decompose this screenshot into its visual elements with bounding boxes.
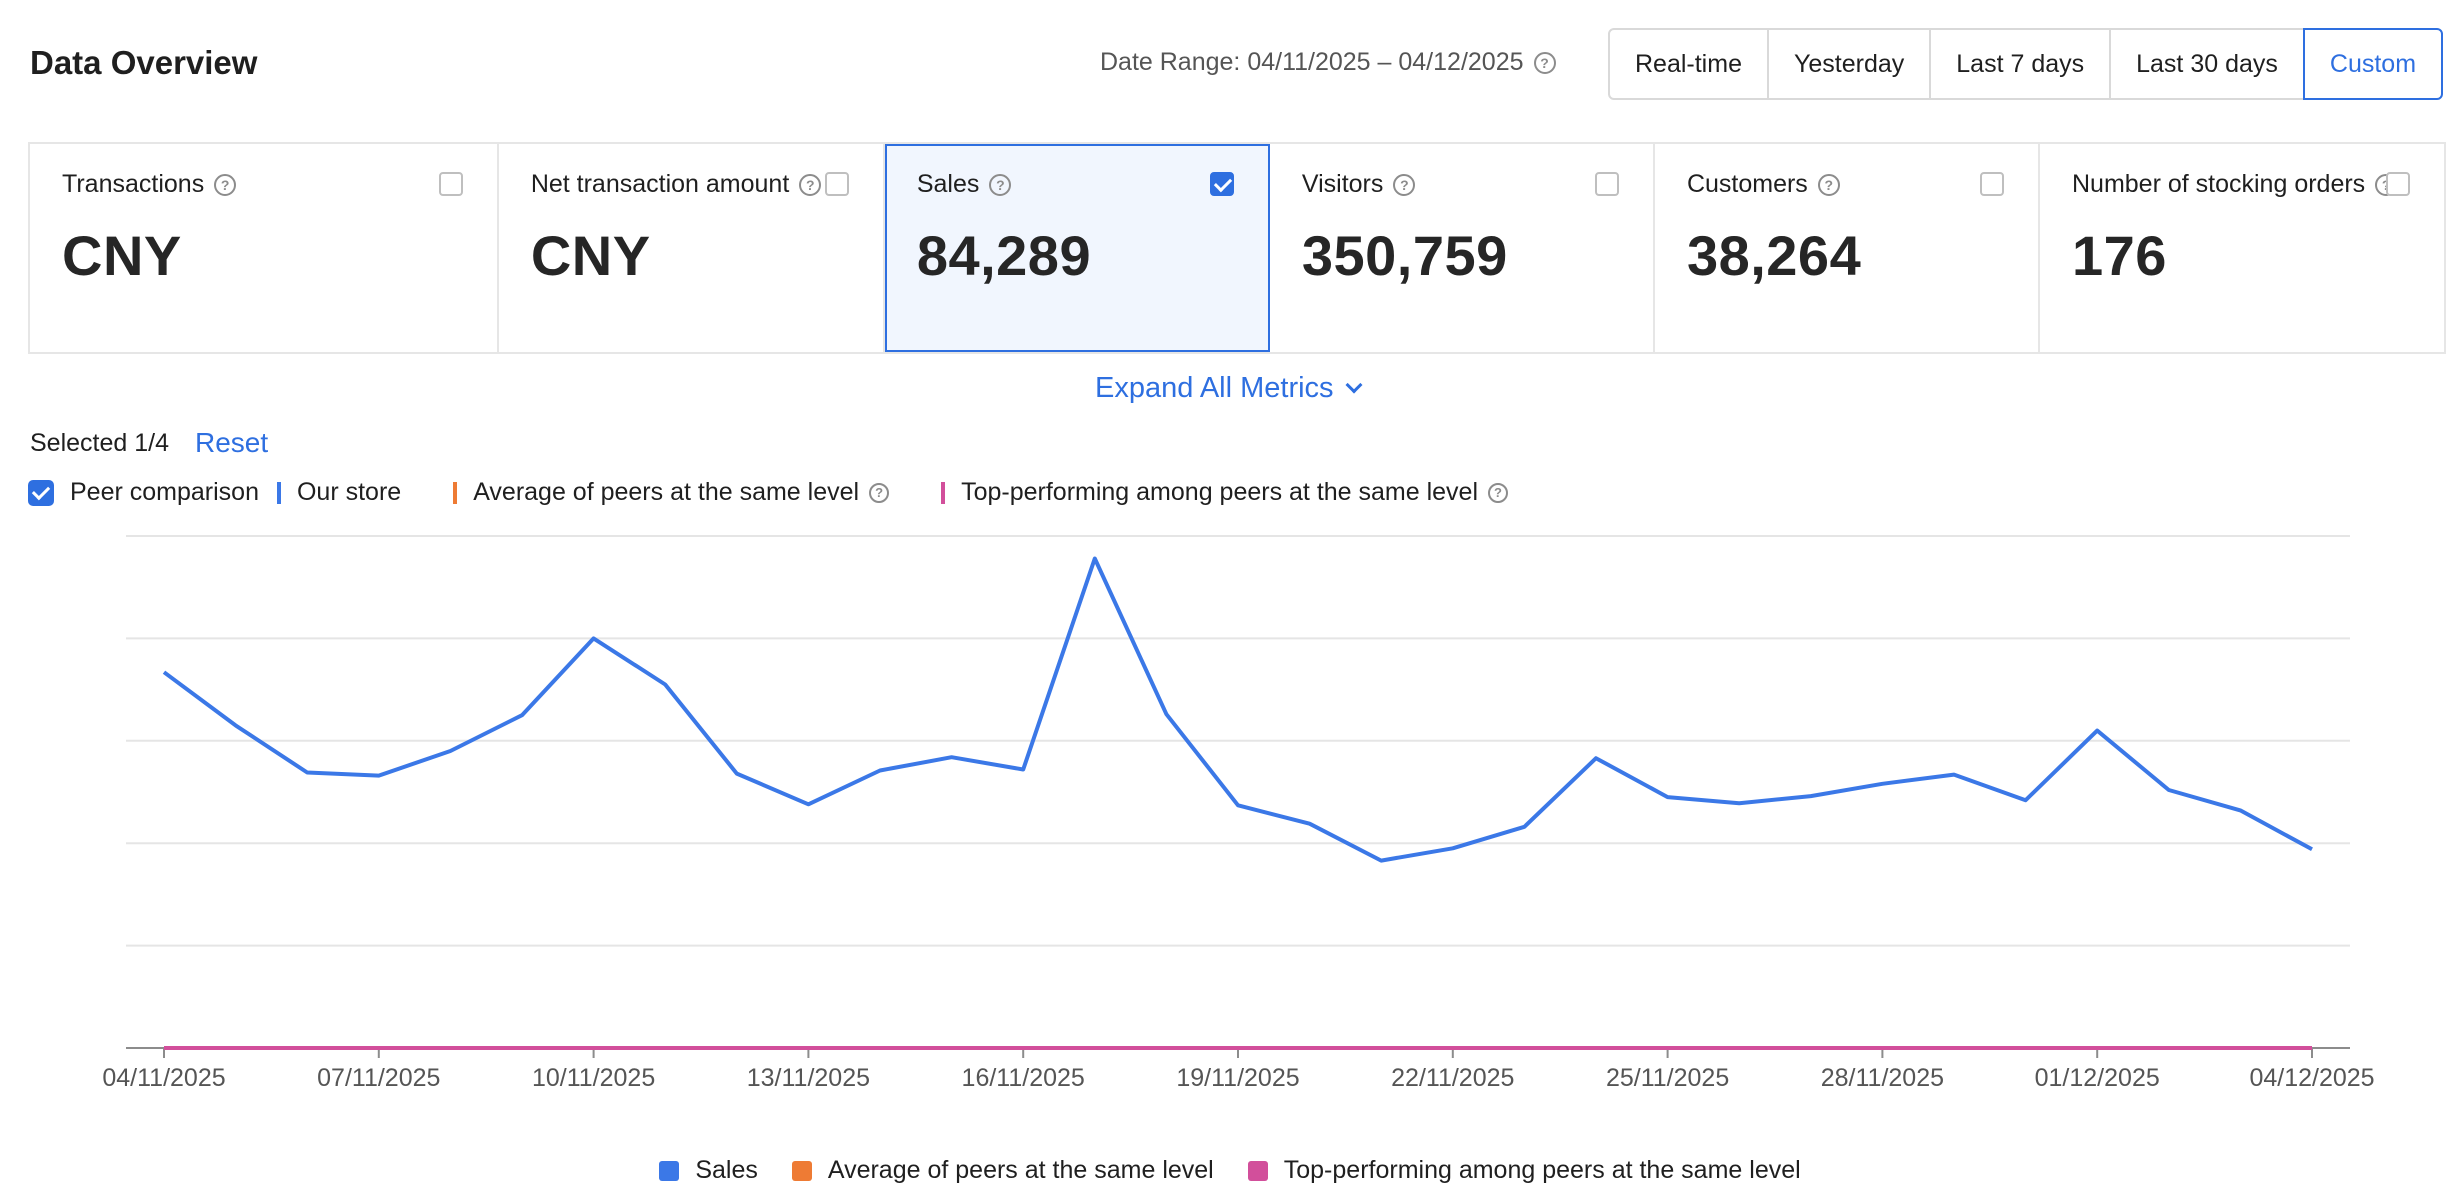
help-icon[interactable]: ? [1393,173,1416,196]
help-icon[interactable]: ? [214,173,237,196]
metric-label: Customers? [1687,170,2006,199]
average-peers-marker [453,481,458,504]
metric-label-text: Visitors [1301,170,1384,198]
metric-checkbox[interactable] [824,172,849,196]
metric-card-transactions[interactable]: Transactions? CNY [30,144,499,352]
peer-comparison-checkbox[interactable] [28,479,54,506]
x-tick-label: 04/11/2025 [102,1064,225,1092]
comparison-legend: Peer comparison Our store Average of pee… [28,478,1542,507]
metric-value: 38,264 [1686,224,1862,287]
selection-row: Selected 1/4 Reset [30,427,268,459]
metric-card-visitors[interactable]: Visitors? 350,759 [1270,144,1655,352]
help-icon[interactable]: ? [1817,173,1840,196]
x-tick-label: 19/11/2025 [1176,1064,1299,1092]
metric-value: CNY [62,224,182,287]
x-tick-label: 04/12/2025 [2249,1064,2374,1092]
peer-comparison-label: Peer comparison [70,478,259,506]
help-icon[interactable]: ? [1533,51,1556,74]
metric-checkbox[interactable] [1594,172,1619,196]
metric-checkbox[interactable] [1980,172,2004,196]
legend-top-peers: Top-performing among peers at the same l… [923,478,1509,507]
metric-value: CNY [530,224,651,287]
chart-legend: Sales Average of peers at the same level T… [0,1156,2460,1185]
legend-our-store: Our store [259,478,401,507]
x-tick-label: 07/11/2025 [317,1064,440,1092]
metric-label: Number of stocking orders? [2072,170,2412,199]
metric-label: Net transaction amount? [531,170,851,199]
metric-card-customers[interactable]: Customers? 38,264 [1655,144,2040,352]
series-line-sales [162,556,2313,863]
x-tick-label: 28/11/2025 [1821,1064,1944,1092]
x-tick-label: 13/11/2025 [747,1064,870,1092]
metric-label-text: Sales [916,170,980,198]
metric-card-net-transaction-amount[interactable]: Net transaction amount? CNY [499,144,885,352]
chevron-down-icon [1345,376,1363,393]
metric-card-number-of-stocking-orders[interactable]: Number of stocking orders? 176 [2040,144,2444,352]
metric-cards: Transactions? CNY Net transaction amount? C… [28,142,2446,354]
legend-swatch [791,1160,812,1181]
chart-legend-item[interactable]: Sales [659,1156,758,1185]
selected-count: Selected 1/4 [30,428,169,457]
top-peers-marker [941,481,946,504]
our-store-marker [276,481,281,504]
metric-checkbox[interactable] [2386,172,2410,196]
chart-legend-item[interactable]: Average of peers at the same level [791,1156,1214,1185]
legend-swatch [659,1160,680,1181]
legend-label: Sales [695,1156,758,1184]
x-tick-label: 22/11/2025 [1391,1064,1514,1092]
average-peers-label: Average of peers at the same level [473,478,860,506]
metric-value: 176 [2072,224,2167,287]
date-range-text: Date Range: 04/11/2025 – 04/12/2025 [1100,48,1524,76]
metric-label: Sales? [917,170,1236,199]
tab-last-7-days[interactable]: Last 7 days [1929,28,2112,100]
metric-value: 84,289 [916,224,1092,287]
header: Data Overview Date Range: 04/11/2025 – 0… [0,0,2460,130]
tab-real-time[interactable]: Real-time [1608,28,1769,100]
tab-last-30-days[interactable]: Last 30 days [2109,28,2305,100]
tab-custom[interactable]: Custom [2302,28,2444,100]
legend-swatch [1247,1160,1268,1181]
help-icon[interactable]: ? [1488,482,1509,503]
legend-label: Top-performing among peers at the same l… [1283,1156,1801,1184]
date-range: Date Range: 04/11/2025 – 04/12/2025 ? [1100,48,1556,77]
x-tick-label: 01/12/2025 [2035,1064,2160,1092]
date-range-tabs: Real-time Yesterday Last 7 days Last 30 … [1608,28,2444,100]
metric-label-text: Transactions [62,170,205,198]
x-tick-label: 25/11/2025 [1606,1064,1729,1092]
top-peers-label: Top-performing among peers at the same l… [961,478,1479,506]
chart-legend-item[interactable]: Top-performing among peers at the same l… [1247,1156,1801,1185]
x-tick-label: 10/11/2025 [532,1064,655,1092]
metric-label: Visitors? [1302,170,1621,199]
reset-button[interactable]: Reset [195,427,269,458]
expand-all-metrics-button[interactable]: Expand All Metrics [1095,372,1363,405]
expand-label: Expand All Metrics [1095,372,1334,404]
metric-label-text: Net transaction amount [530,170,790,198]
help-icon[interactable]: ? [799,173,822,196]
metric-card-sales[interactable]: Sales? 84,289 [884,144,1270,352]
metric-checkbox[interactable] [1209,172,1234,196]
metric-label: Transactions? [62,170,465,199]
metric-label-text: Number of stocking orders [2072,170,2366,198]
x-tick-label: 16/11/2025 [962,1064,1085,1092]
sales-line-chart: 04/11/2025 07/11/2025 10/11/2025 13/11/2025… [102,535,2375,1092]
our-store-label: Our store [296,478,402,506]
tab-yesterday[interactable]: Yesterday [1766,28,1932,100]
metric-value: 350,759 [1301,224,1508,287]
legend-average-peers: Average of peers at the same level ? [435,478,890,507]
metric-label-text: Customers [1686,170,1808,198]
legend-label: Average of peers at the same level [827,1156,1214,1184]
help-icon[interactable]: ? [989,173,1012,196]
page-title: Data Overview [30,44,258,81]
help-icon[interactable]: ? [869,482,890,503]
metric-checkbox[interactable] [438,172,463,196]
